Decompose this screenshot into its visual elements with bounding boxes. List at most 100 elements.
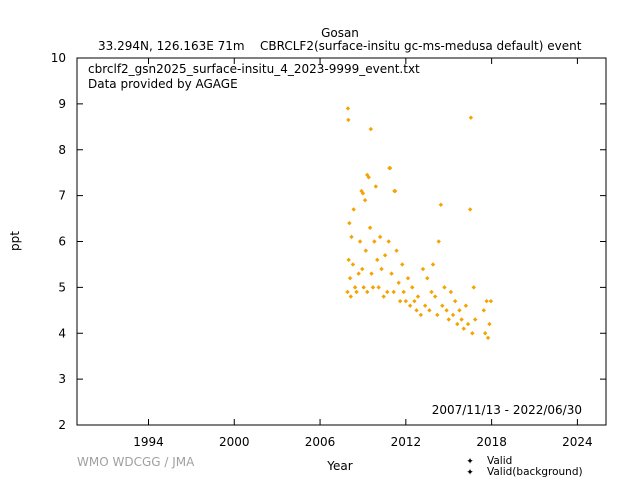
y-tick-label: 9 [58, 97, 66, 111]
valid-point [446, 317, 451, 322]
y-tick-label: 7 [58, 189, 66, 203]
valid-point [345, 289, 350, 295]
valid-point [387, 165, 392, 171]
valid-point [360, 191, 366, 196]
y-tick-label: 10 [51, 51, 66, 65]
credit-text: WMO WDCGG / JMA [77, 455, 195, 469]
valid-point [482, 331, 488, 336]
valid-point [450, 312, 456, 318]
legend-valid-label: Valid [487, 455, 512, 467]
valid-point [363, 248, 369, 253]
valid-point [385, 289, 390, 295]
legend-valid-marker: ✦ [466, 457, 474, 467]
valid-point [448, 289, 454, 295]
valid-point [420, 266, 426, 272]
valid-point [365, 172, 370, 178]
valid-point [377, 234, 383, 240]
valid-point [430, 262, 436, 267]
valid-point [394, 248, 399, 253]
valid-point [349, 234, 354, 240]
valid-point [356, 271, 361, 276]
plot-frame [76, 57, 607, 426]
valid-point [373, 184, 379, 189]
valid-point [381, 294, 386, 299]
valid-point [361, 285, 366, 290]
valid-point [375, 257, 380, 263]
x-tick-label: 2012 [391, 435, 422, 449]
valid-point [350, 262, 356, 267]
valid-point [461, 326, 466, 331]
x-tick-label: 1994 [133, 435, 164, 449]
valid-point [357, 239, 363, 244]
valid-point [485, 335, 491, 341]
y-tick-label: 8 [58, 143, 66, 157]
valid-point [487, 321, 492, 327]
valid-point [382, 253, 388, 258]
valid-point [346, 117, 351, 123]
valid-point [351, 207, 356, 212]
valid-point [429, 289, 434, 295]
valid-point [422, 303, 428, 308]
valid-point [427, 308, 432, 313]
valid-point [467, 207, 473, 212]
valid-point [465, 321, 471, 327]
station-name: Gosan [321, 26, 359, 40]
valid-point [436, 239, 441, 244]
valid-point [457, 308, 462, 313]
x-tick-label: 2000 [219, 435, 250, 449]
valid-point [400, 262, 405, 267]
ticks-layer: 2 3 4 5 6 7 8 9 10 1994 2000 2006 2012 2018 2024 [51, 51, 606, 449]
valid-point [360, 266, 365, 272]
valid-point [396, 280, 401, 285]
valid-point [405, 276, 411, 281]
valid-point [401, 289, 406, 295]
valid-point [472, 317, 478, 322]
valid-point [386, 239, 391, 244]
valid-point [471, 285, 476, 290]
y-axis-title: ppt [8, 231, 22, 251]
valid-point [444, 308, 449, 313]
valid-point [354, 289, 359, 295]
y-tick-label: 5 [58, 280, 66, 294]
valid-point [372, 239, 377, 244]
valid-point [347, 276, 353, 281]
valid-point [438, 202, 444, 207]
valid-point [488, 298, 494, 304]
valid-point [432, 294, 438, 299]
valid-point [459, 317, 464, 322]
valid-point [484, 298, 489, 304]
valid-point [368, 126, 374, 132]
station-location: 33.294N, 126.163E 71m [98, 39, 245, 53]
x-tick-label: 2024 [562, 435, 593, 449]
y-tick-label: 3 [58, 372, 66, 386]
valid-point [418, 312, 424, 318]
valid-point [455, 321, 460, 327]
valid-point [379, 266, 384, 272]
valid-point [365, 289, 370, 295]
valid-point [452, 298, 458, 304]
valid-point [362, 198, 368, 203]
valid-point [389, 271, 394, 276]
y-tick-label: 2 [58, 418, 66, 432]
valid-point [468, 115, 474, 120]
date-range-annotation: 2007/11/13 - 2022/06/30 [432, 403, 582, 417]
valid-point [414, 308, 419, 313]
y-tick-label: 6 [58, 235, 66, 249]
valid-point [407, 303, 413, 308]
valid-point [412, 298, 417, 304]
valid-point [376, 285, 381, 290]
legend-background-marker: ✦ [466, 468, 474, 478]
x-axis-title: Year [326, 459, 352, 473]
valid-point [425, 276, 430, 281]
x-tick-label: 2006 [305, 435, 336, 449]
valid-point [348, 294, 353, 299]
valid-point [440, 303, 445, 308]
valid-point [352, 285, 358, 290]
valid-point [435, 312, 440, 318]
provider-annotation: Data provided by AGAGE [88, 77, 238, 91]
valid-point [442, 285, 447, 290]
valid-point [367, 225, 373, 230]
valid-point [370, 285, 376, 290]
